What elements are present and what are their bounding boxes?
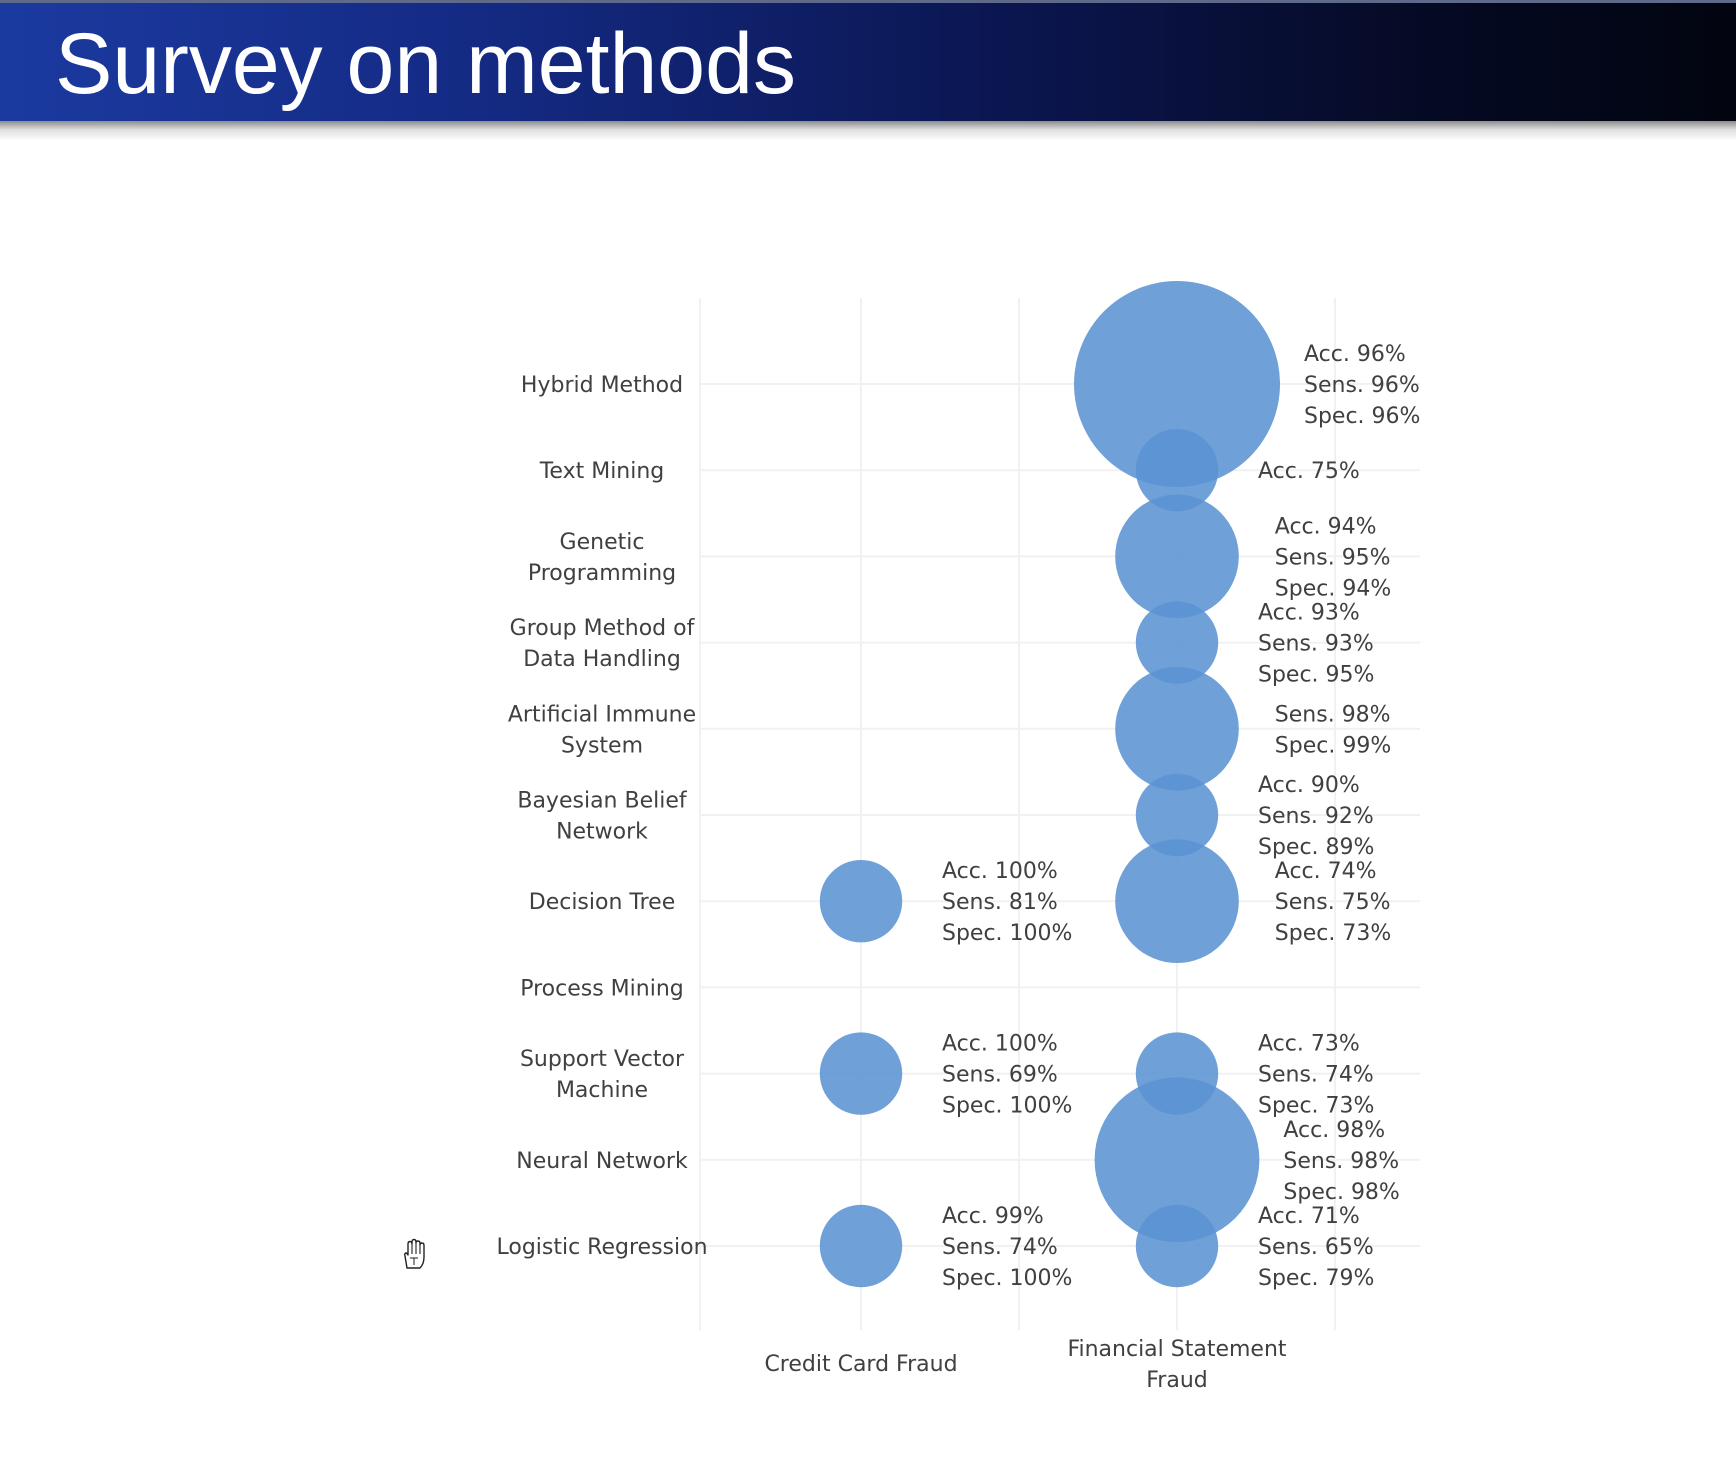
bubble-data-label: Acc. 98% Sens. 98% Spec. 98% — [1283, 1118, 1399, 1205]
y-category-label: Neural Network — [516, 1149, 688, 1174]
x-category-label: Financial Statement Fraud — [1067, 1337, 1286, 1393]
bubble — [819, 860, 903, 943]
bubble-data-label: Acc. 71% Sens. 65% Spec. 79% — [1258, 1204, 1374, 1291]
bubble-data-label: Acc. 75% — [1258, 459, 1360, 484]
bubble — [819, 1032, 903, 1115]
bubble-data-label: Acc. 96% Sens. 96% Spec. 96% — [1304, 342, 1420, 429]
y-category-label: Artificial Immune System — [508, 702, 696, 758]
bubble-data-label: Acc. 73% Sens. 74% Spec. 73% — [1258, 1032, 1374, 1119]
bubble — [1115, 494, 1239, 619]
bubble-data-label: Sens. 98% Spec. 99% — [1275, 702, 1391, 758]
y-category-label: Group Method of Data Handling — [510, 616, 696, 672]
bubble — [1115, 667, 1239, 791]
bubble-data-label: Acc. 94% Sens. 95% Spec. 94% — [1275, 514, 1391, 601]
title-bar: Survey on methods — [0, 0, 1736, 121]
x-category-label: Credit Card Fraud — [764, 1352, 957, 1377]
bubble — [1094, 1077, 1260, 1243]
bubble-data-label: Acc. 100% Sens. 69% Spec. 100% — [942, 1032, 1072, 1119]
bubble — [1135, 1204, 1219, 1288]
y-category-label: Decision Tree — [529, 890, 676, 915]
title-bar-shadow — [0, 121, 1736, 141]
bubble-data-label: Acc. 100% Sens. 81% Spec. 100% — [942, 859, 1072, 946]
y-category-label: Support Vector Machine — [520, 1047, 685, 1103]
hand-cursor-icon — [400, 1238, 428, 1270]
bubble-data-label: Acc. 99% Sens. 74% Spec. 100% — [942, 1204, 1072, 1291]
y-category-label: Logistic Regression — [496, 1235, 707, 1260]
slide-title: Survey on methods — [55, 16, 796, 112]
y-category-label: Bayesian Belief Network — [517, 789, 688, 845]
bubble — [1135, 773, 1219, 857]
y-category-label: Process Mining — [520, 976, 684, 1001]
bubble — [1135, 429, 1219, 512]
bubble — [1074, 281, 1280, 487]
bubble — [1135, 601, 1219, 684]
bubble-data-label: Acc. 93% Sens. 93% Spec. 95% — [1258, 601, 1374, 688]
bubbles — [819, 281, 1280, 1288]
y-category-label: Text Mining — [539, 459, 665, 484]
bubble — [1115, 839, 1239, 963]
y-category-label: Hybrid Method — [521, 373, 683, 398]
bubble-data-label: Acc. 74% Sens. 75% Spec. 73% — [1275, 859, 1391, 946]
y-category-label: Genetic Programming — [528, 530, 676, 586]
bubble-data-label: Acc. 90% Sens. 92% Spec. 89% — [1258, 773, 1374, 860]
bubble — [819, 1204, 903, 1288]
